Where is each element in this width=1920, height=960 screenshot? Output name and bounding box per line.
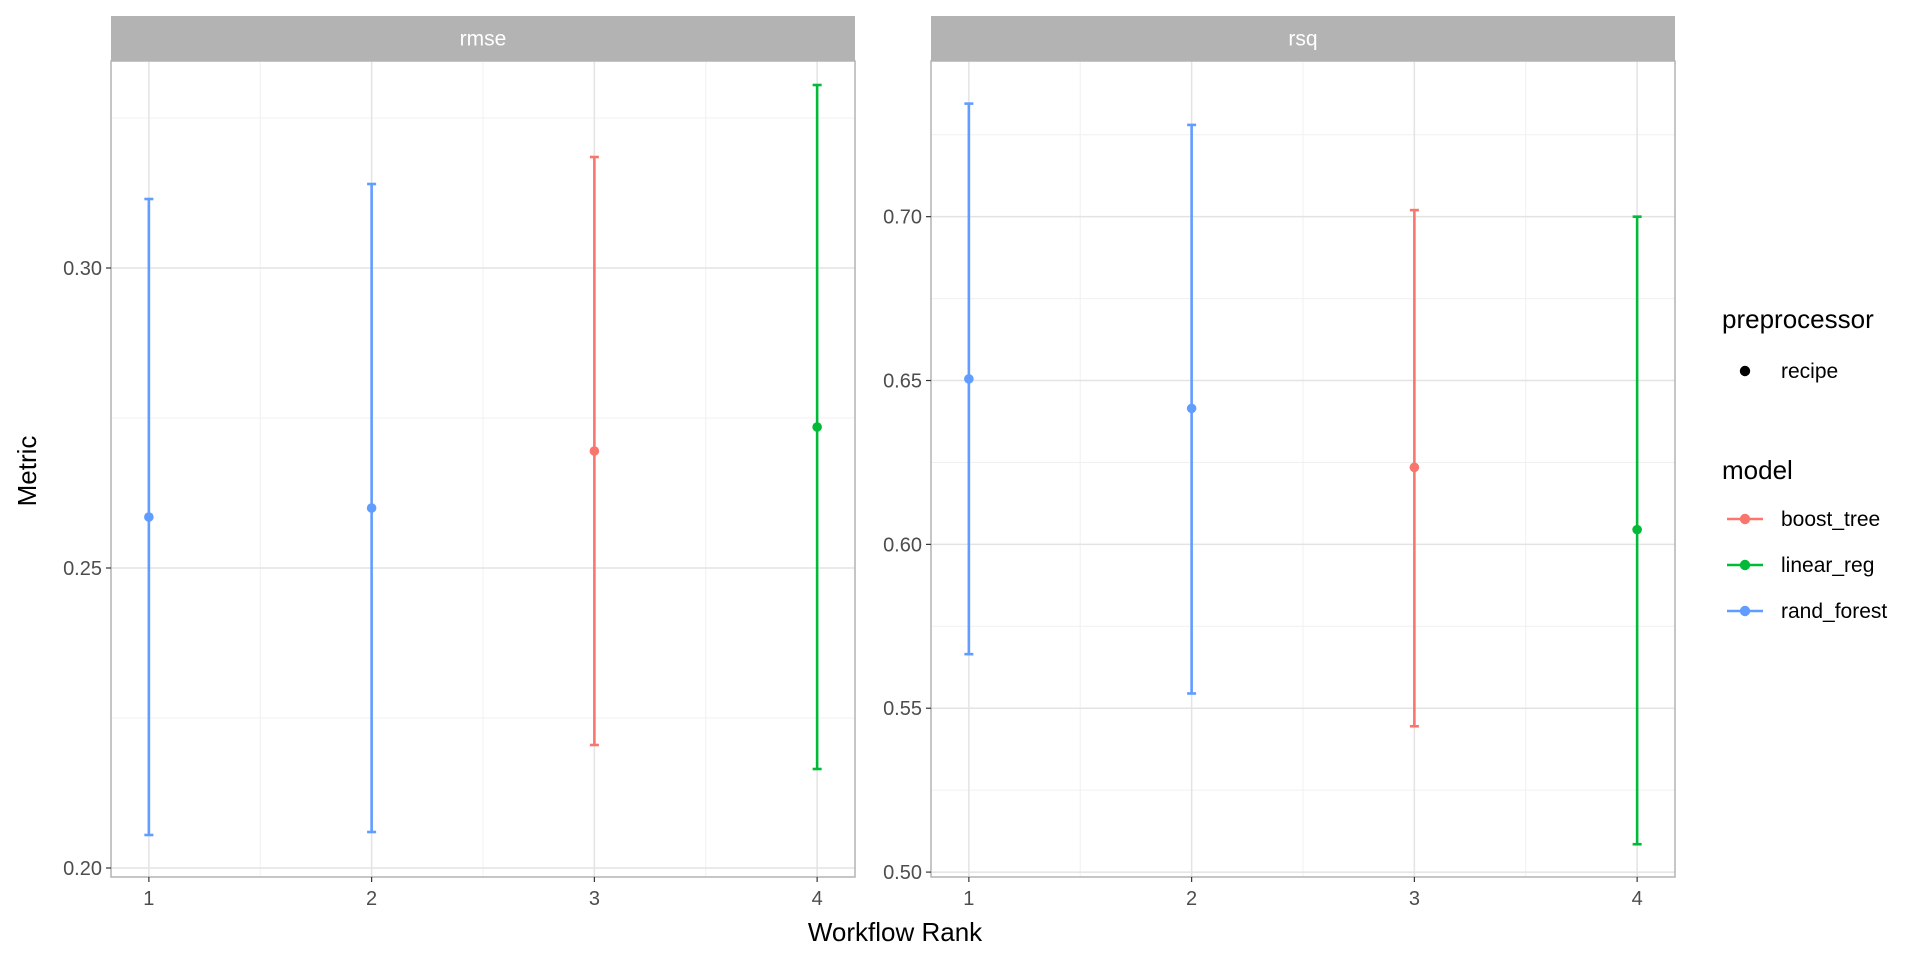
x-tick-label: 2 [366, 888, 377, 910]
strip-label: rsq [1288, 28, 1317, 51]
x-tick-label: 1 [963, 888, 974, 910]
legend: preprocessor recipe model boost_treeline… [1722, 304, 1887, 623]
y-tick-label: 0.60 [883, 534, 922, 556]
data-point [1186, 403, 1197, 414]
data-point [144, 512, 154, 522]
y-axis-title: Metric [12, 436, 42, 507]
legend-item-label: recipe [1781, 360, 1838, 383]
strip-label: rmse [460, 28, 507, 51]
x-tick-label: 1 [143, 888, 154, 910]
data-point-group [964, 102, 974, 656]
x-tick-label: 2 [1186, 888, 1197, 910]
data-point-group [144, 197, 154, 837]
strip-background [111, 16, 855, 61]
legend-item-label: rand_forest [1781, 600, 1887, 623]
legend-key-point [1739, 605, 1751, 617]
panel-border [110, 60, 856, 878]
strip-background [931, 16, 1675, 61]
x-tick-label: 4 [1632, 888, 1643, 910]
y-tick-label: 0.30 [63, 258, 102, 280]
data-point [589, 446, 600, 456]
y-tick-label: 0.55 [883, 698, 922, 720]
y-tick-label: 0.25 [63, 558, 102, 580]
legend-key-point [1739, 559, 1751, 571]
y-tick-label: 0.65 [883, 371, 922, 393]
data-point [812, 422, 822, 432]
data-point-group [589, 155, 600, 747]
legend-title-model: model [1722, 455, 1793, 485]
data-point-group [1632, 215, 1642, 846]
x-tick-label: 3 [589, 888, 600, 910]
data-point [1409, 462, 1420, 473]
legend-title-preprocessor: preprocessor [1722, 304, 1874, 334]
y-tick-label: 0.70 [883, 207, 922, 229]
x-tick-label: 3 [1409, 888, 1420, 910]
data-point-group [1409, 208, 1420, 728]
legend-key-point [1739, 365, 1751, 377]
legend-model-items: boost_tree linear_reg rand_forest [1727, 508, 1887, 623]
data-point [964, 374, 974, 384]
facet-panels: rmse 0.20 0.25 0.30 1 2 3 4 rsq 0.50 0.55 0.60 0.65 0… [63, 16, 1676, 910]
legend-item-label: linear_reg [1781, 554, 1874, 577]
panel-rsq: rsq 0.50 0.55 0.60 0.65 0.70 1 2 3 4 [883, 16, 1676, 910]
panel-rmse: rmse 0.20 0.25 0.30 1 2 3 4 [63, 16, 856, 910]
legend-key-point [1739, 513, 1751, 525]
data-point-group [366, 182, 377, 834]
legend-item-label: boost_tree [1781, 508, 1880, 531]
data-point [1632, 524, 1642, 535]
x-axis-title: Workflow Rank [808, 917, 983, 947]
x-tick-label: 4 [812, 888, 823, 910]
data-point-group [1186, 123, 1197, 695]
y-tick-label: 0.50 [883, 862, 922, 884]
data-point-group [812, 83, 822, 771]
y-tick-label: 0.20 [63, 858, 102, 880]
panel-border [930, 60, 1676, 878]
data-point [366, 503, 377, 513]
legend-preprocessor-items: recipe [1739, 360, 1838, 383]
